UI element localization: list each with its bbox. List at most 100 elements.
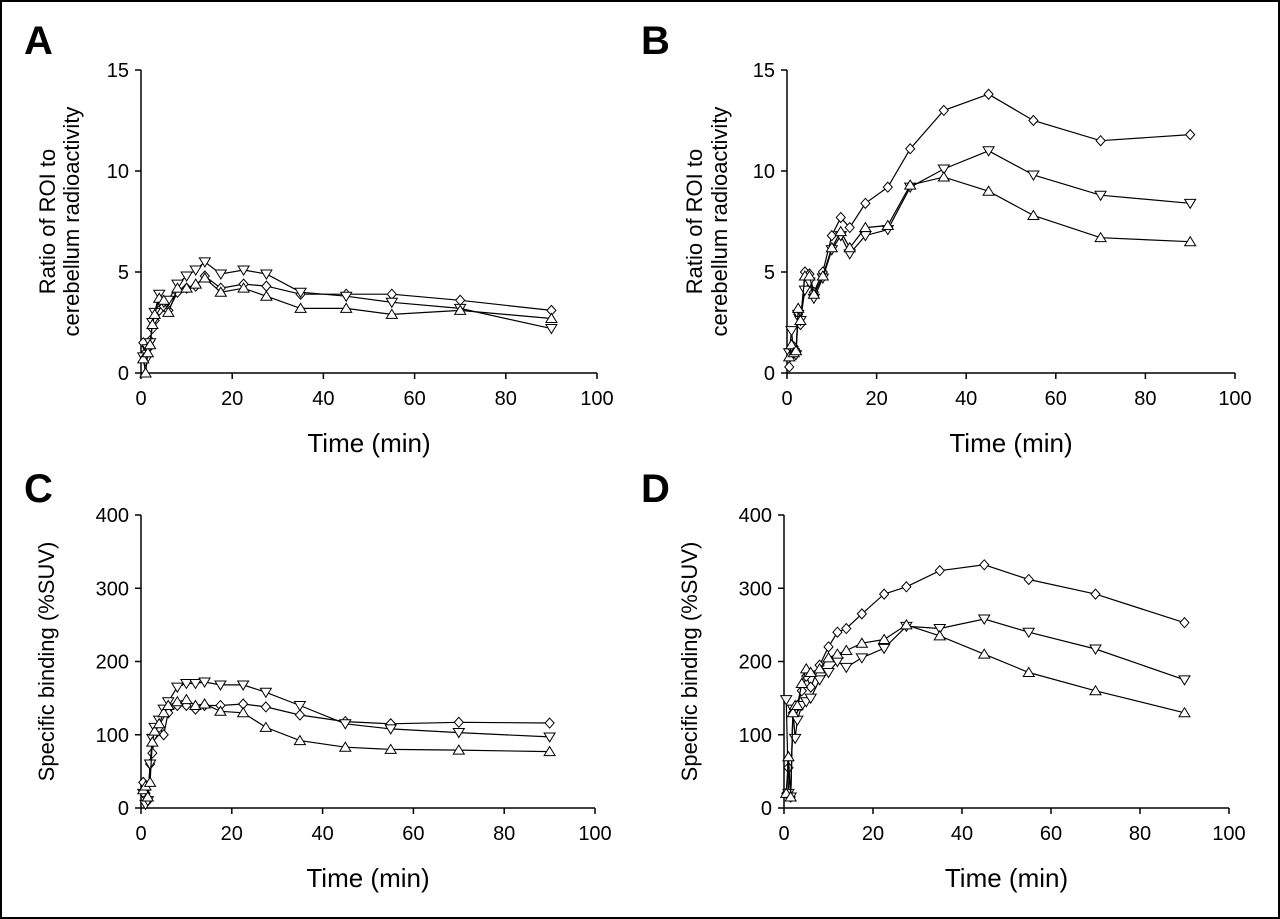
panel-d-marker-triangle-down bbox=[839, 662, 853, 674]
panel-c-marker-triangle-down bbox=[180, 678, 193, 690]
panel-c-x-tick-label: 60 bbox=[402, 823, 424, 845]
panel-a-marker-triangle-up bbox=[385, 308, 399, 319]
panel-letter-b: B bbox=[641, 19, 670, 63]
panel-d-marker-triangle-up bbox=[1089, 684, 1102, 696]
panel-c-y-axis-title: Specific binding (%SUV) bbox=[34, 542, 59, 782]
panel-b-marker-diamond bbox=[860, 197, 871, 210]
panel-d-x-tick-label: 80 bbox=[1129, 823, 1151, 845]
panel-b-marker-triangle-down bbox=[1094, 190, 1107, 202]
panel-a-marker-triangle-down bbox=[385, 297, 399, 309]
panel-c-marker-triangle-down bbox=[452, 728, 466, 739]
panel-a-marker-triangle-up bbox=[139, 367, 152, 378]
panel-d-y-axis-title: Specific binding (%SUV) bbox=[677, 542, 702, 782]
panel-b-marker-triangle-up bbox=[881, 219, 895, 231]
panel-a-x-tick-label: 80 bbox=[495, 388, 517, 410]
panel-b-marker-diamond bbox=[1095, 134, 1106, 147]
panel-c-marker-triangle-up bbox=[384, 743, 398, 754]
panel-d-marker-triangle-up bbox=[804, 666, 818, 677]
panel-b-marker-triangle-up bbox=[791, 302, 805, 313]
panel-d-x-tick-label: 0 bbox=[778, 823, 789, 845]
panel-c-marker-triangle-down bbox=[189, 678, 202, 690]
panel-b-y-tick-label: 0 bbox=[764, 363, 775, 385]
panel-c-marker-triangle-up bbox=[152, 717, 166, 729]
panel-b-marker-triangle-down bbox=[785, 326, 798, 337]
panel-a-marker-triangle-up bbox=[237, 282, 250, 293]
panel-a-x-axis-title: Time (min) bbox=[307, 428, 430, 458]
panel-b-marker-triangle-down bbox=[1183, 198, 1197, 210]
panel-b-x-tick-label: 20 bbox=[865, 388, 887, 410]
panel-a-chart: 0 20 40 60 80 100 0 5 10 15 Time (min) Ratio of ROI… bbox=[35, 60, 614, 458]
panel-d-marker-triangle-down bbox=[804, 693, 818, 705]
panel-b-marker-diamond bbox=[844, 221, 855, 234]
panel-a-marker-triangle-down bbox=[339, 291, 353, 303]
panel-c-marker-triangle-down bbox=[143, 759, 157, 771]
panel-b-y-axis-title: cerebellum radioactivity bbox=[707, 107, 732, 337]
panel-b-marker-triangle-down bbox=[1027, 170, 1040, 181]
panel-d-marker-triangle-up bbox=[813, 662, 826, 674]
panel-d-marker-triangle-down bbox=[779, 695, 793, 706]
panel-d-y-tick-label: 400 bbox=[739, 505, 772, 527]
panel-c-marker-triangle-up bbox=[338, 741, 352, 752]
panel-d-marker-triangle-down bbox=[877, 643, 891, 655]
panel-d-marker-diamond bbox=[1023, 573, 1034, 586]
panel-a-y-tick-label: 15 bbox=[107, 60, 129, 82]
panel-d-y-tick-label: 100 bbox=[739, 725, 772, 747]
panel-c-x-tick-label: 100 bbox=[578, 823, 611, 845]
panel-a-marker-triangle-up bbox=[294, 302, 307, 313]
panel-c-x-tick-label: 40 bbox=[311, 823, 333, 845]
panel-c-x-axis-title: Time (min) bbox=[306, 863, 429, 893]
panel-a-marker-triangle-down bbox=[237, 265, 250, 276]
panel-c-marker-triangle-up bbox=[148, 725, 162, 736]
panel-a-marker-triangle-up bbox=[189, 278, 203, 289]
panel-b-marker-triangle-up bbox=[1183, 235, 1197, 247]
panel-b-marker-triangle-down bbox=[982, 146, 995, 157]
panel-d-marker-triangle-up bbox=[1178, 706, 1191, 718]
panel-b-marker-diamond bbox=[835, 211, 846, 224]
panel-a-marker-triangle-up bbox=[143, 338, 157, 350]
panel-b-marker-triangle-up bbox=[843, 241, 857, 253]
panel-b-x-tick-label: 80 bbox=[1134, 388, 1156, 410]
panel-d-x-tick-label: 100 bbox=[1212, 823, 1245, 845]
panel-d-marker-triangle-up bbox=[831, 648, 844, 659]
panel-c-marker-triangle-up bbox=[170, 695, 184, 707]
panel-b-marker-triangle-up bbox=[789, 344, 803, 356]
panel-c-marker-triangle-up bbox=[143, 776, 157, 787]
panel-d-marker-diamond bbox=[805, 681, 816, 693]
panel-c-marker-triangle-up bbox=[161, 699, 175, 710]
panel-b-marker-diamond bbox=[983, 88, 994, 100]
panel-letter-a: A bbox=[24, 19, 53, 63]
panel-b-y-tick-label: 10 bbox=[753, 161, 775, 183]
panel-b-x-tick-label: 100 bbox=[1218, 388, 1251, 410]
panel-d-marker-triangle-up bbox=[977, 648, 991, 659]
panel-d-marker-triangle-up bbox=[839, 644, 853, 656]
panel-a-marker-triangle-up bbox=[545, 312, 558, 323]
panel-b-x-tick-label: 60 bbox=[1045, 388, 1067, 410]
panel-c-y-tick-label: 300 bbox=[96, 578, 129, 600]
panel-a-x-tick-label: 60 bbox=[403, 388, 425, 410]
panel-a-marker-triangle-up bbox=[157, 294, 171, 305]
panel-b-marker-diamond bbox=[882, 181, 893, 193]
panel-c-x-tick-label: 20 bbox=[221, 823, 243, 845]
panel-d-marker-triangle-up bbox=[855, 637, 869, 648]
panel-d-marker-triangle-down bbox=[977, 614, 991, 625]
panel-a-marker-triangle-up bbox=[161, 306, 175, 317]
panel-d-marker-triangle-up bbox=[822, 651, 835, 663]
panel-c-marker-triangle-down bbox=[384, 724, 398, 735]
panel-b-x-tick-label: 0 bbox=[781, 388, 792, 410]
panel-b-y-tick-label: 5 bbox=[764, 262, 775, 284]
panel-c-chart: 0 20 40 60 80 100 0 100 200 300 400 Time (min) Speci… bbox=[34, 505, 612, 893]
panel-c-marker-triangle-up bbox=[180, 693, 193, 705]
panel-b-marker-triangle-up bbox=[1027, 209, 1040, 220]
panel-b-x-axis-title: Time (min) bbox=[949, 428, 1072, 458]
panel-a-marker-triangle-down bbox=[260, 269, 273, 280]
panel-b-marker-diamond bbox=[938, 104, 949, 117]
panel-b-marker-triangle-down bbox=[937, 164, 951, 175]
panel-b-marker-triangle-up bbox=[859, 221, 872, 233]
panel-d-y-tick-label: 300 bbox=[739, 578, 772, 600]
panel-b-marker-diamond bbox=[784, 361, 795, 373]
panel-a-marker-triangle-down bbox=[180, 271, 193, 282]
panel-c-marker-triangle-down bbox=[198, 677, 211, 688]
panel-c-marker-triangle-up bbox=[214, 705, 227, 716]
panel-a-y-tick-label: 5 bbox=[118, 262, 129, 284]
panel-d-x-axis-title: Time (min) bbox=[945, 863, 1068, 893]
